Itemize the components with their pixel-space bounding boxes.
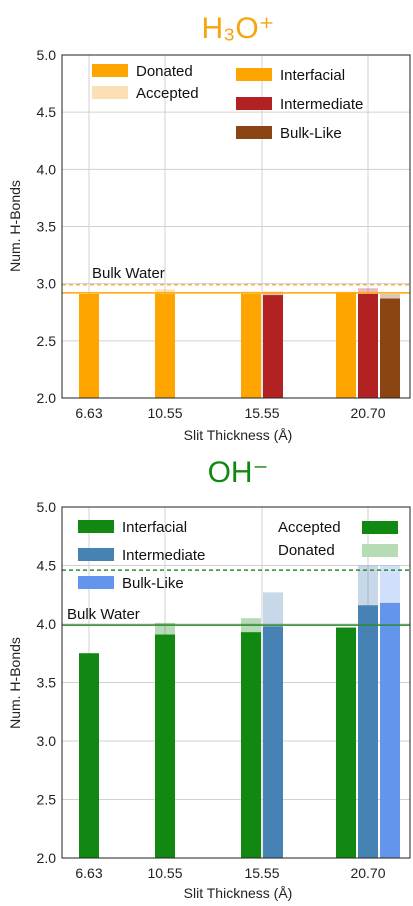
x-axis-label: Slit Thickness (Å): [184, 427, 293, 443]
bar-primary: [358, 293, 378, 398]
y-tick-label: 4.5: [37, 558, 57, 574]
y-tick-label: 2.5: [37, 792, 57, 808]
legend-swatch: [236, 97, 272, 110]
legend-swatch: [78, 548, 114, 561]
y-tick-label: 3.5: [37, 675, 57, 691]
y-tick-label: 4.5: [37, 104, 57, 120]
bar-primary: [155, 634, 175, 858]
y-tick-label: 3.0: [37, 733, 57, 749]
legend-swatch: [78, 576, 114, 589]
x-tick-label: 10.55: [147, 405, 182, 421]
legend-label: Accepted: [278, 519, 341, 536]
legend-swatch: [236, 68, 272, 81]
legend-label: Bulk-Like: [280, 125, 342, 142]
y-tick-label: 2.5: [37, 333, 57, 349]
legend-label: Bulk-Like: [122, 575, 184, 592]
legend-swatch: [78, 520, 114, 533]
legend-label: Intermediate: [280, 96, 363, 113]
legend-label: Interfacial: [280, 67, 345, 84]
x-tick-label: 20.70: [350, 865, 385, 881]
legend-swatch: [92, 86, 128, 99]
y-tick-label: 4.0: [37, 161, 57, 177]
legend-swatch: [236, 126, 272, 139]
legend-swatch: [362, 521, 398, 534]
bar-primary: [263, 626, 283, 858]
bar-primary: [380, 298, 400, 398]
chart-title: OH⁻: [208, 456, 269, 489]
y-tick-label: 3.0: [37, 276, 57, 292]
bar-primary: [155, 293, 175, 398]
y-tick-label: 2.0: [37, 390, 57, 406]
bar-primary: [79, 653, 99, 858]
oh-chart: 2.0 2.5 3.0 3.5 4.0 4.5 5.0 6.63 10.55 15.55 20.70…: [7, 456, 411, 901]
bar-primary: [241, 632, 261, 858]
y-tick-label: 4.0: [37, 616, 57, 632]
bar-primary: [358, 605, 378, 858]
x-tick-label: 15.55: [244, 405, 279, 421]
y-axis-label: Num. H-Bonds: [7, 180, 23, 272]
legend-label: Interfacial: [122, 519, 187, 536]
bar-primary: [336, 292, 356, 398]
y-tick-label: 2.0: [37, 850, 57, 866]
plot-frame: [61, 506, 411, 859]
chart-title: H₃O⁺: [201, 12, 274, 45]
y-tick-label: 5.0: [37, 499, 57, 515]
y-tick-label: 3.5: [37, 219, 57, 235]
legend-swatch: [92, 64, 128, 77]
legend-label: Intermediate: [122, 547, 205, 564]
legend-label: Accepted: [136, 85, 199, 102]
y-tick-label: 5.0: [37, 47, 57, 63]
chart-title-text: H₃O⁺: [201, 12, 274, 45]
h3o-chart: 2.0 2.5 3.0 3.5 4.0 4.5 5.0 6.63 10.55 15.55 20.70…: [7, 12, 411, 443]
x-axis-label: Slit Thickness (Å): [184, 885, 293, 901]
bar-primary: [263, 295, 283, 398]
x-tick-label: 10.55: [147, 865, 182, 881]
bar-primary: [241, 293, 261, 398]
x-tick-label: 6.63: [75, 865, 102, 881]
y-axis-label: Num. H-Bonds: [7, 637, 23, 729]
legend-label: Donated: [278, 542, 335, 559]
bulk-water-annotation: Bulk Water: [67, 606, 140, 623]
x-tick-label: 15.55: [244, 865, 279, 881]
bar-primary: [380, 602, 400, 858]
bulk-water-annotation: Bulk Water: [92, 265, 165, 282]
plot-frame: [61, 54, 411, 399]
chart-title-text: OH⁻: [208, 456, 269, 489]
x-tick-label: 20.70: [350, 405, 385, 421]
x-tick-label: 6.63: [75, 405, 102, 421]
bar-primary: [336, 627, 356, 858]
legend-label: Donated: [136, 63, 193, 80]
legend-swatch: [362, 544, 398, 557]
bar-primary: [79, 293, 99, 398]
